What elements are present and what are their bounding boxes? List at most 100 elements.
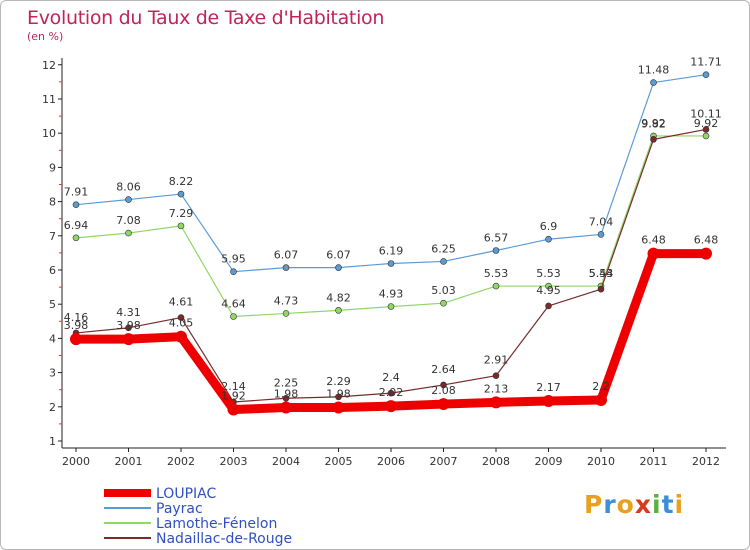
y-tick-label: 2 bbox=[49, 401, 56, 414]
y-tick-label: 8 bbox=[49, 196, 56, 209]
data-label-lamothe-fenelon: 5.53 bbox=[484, 267, 509, 280]
data-label-loupiac: 1.98 bbox=[326, 387, 351, 400]
series-line-payrac bbox=[75, 74, 707, 273]
data-point-lamothe-fenelon bbox=[282, 310, 290, 317]
data-label-payrac: 6.57 bbox=[484, 232, 509, 245]
x-tick-label: 2000 bbox=[62, 455, 90, 468]
data-point-payrac bbox=[597, 231, 605, 238]
data-point-lamothe-fenelon bbox=[702, 132, 710, 140]
data-point-nadaillac-de-rouge bbox=[387, 389, 395, 397]
data-point-payrac bbox=[492, 247, 500, 254]
data-label-lamothe-fenelon: 9.92 bbox=[641, 117, 666, 130]
data-label-loupiac: 3.98 bbox=[116, 319, 141, 332]
data-point-nadaillac-de-rouge bbox=[335, 393, 342, 401]
data-label-lamothe-fenelon: 4.64 bbox=[221, 298, 246, 311]
data-label-loupiac: 6.48 bbox=[694, 234, 719, 247]
data-label-nadaillac-de-rouge: 2.4 bbox=[382, 371, 400, 384]
brand-letter: o bbox=[616, 490, 635, 519]
data-point-nadaillac-de-rouge bbox=[702, 126, 710, 133]
data-point-payrac bbox=[177, 190, 185, 198]
data-label-lamothe-fenelon: 7.08 bbox=[116, 214, 141, 227]
x-tick-label: 2006 bbox=[377, 455, 405, 468]
data-label-loupiac: 4.05 bbox=[169, 317, 194, 330]
data-point-lamothe-fenelon bbox=[440, 299, 447, 307]
data-label-payrac: 6.25 bbox=[431, 242, 456, 255]
data-point-loupiac bbox=[700, 247, 712, 260]
data-point-lamothe-fenelon bbox=[125, 229, 132, 237]
brand-letter: i bbox=[674, 490, 685, 519]
data-label-payrac: 6.9 bbox=[540, 220, 558, 233]
data-label-payrac: 6.07 bbox=[326, 249, 351, 262]
data-label-loupiac: 3.98 bbox=[64, 319, 89, 332]
data-label-lamothe-fenelon: 4.73 bbox=[274, 294, 299, 307]
data-point-nadaillac-de-rouge bbox=[492, 372, 500, 379]
data-point-payrac bbox=[387, 260, 395, 267]
data-label-nadaillac-de-rouge: 4.61 bbox=[169, 296, 194, 309]
y-tick-label: 1 bbox=[49, 435, 56, 448]
brand-letter: i bbox=[652, 490, 662, 519]
y-tick-label: 11 bbox=[42, 93, 56, 106]
x-tick-label: 2003 bbox=[220, 455, 248, 468]
x-tick-label: 2004 bbox=[272, 455, 300, 468]
brand-logo: Proxiti bbox=[584, 490, 684, 519]
y-tick-label: 6 bbox=[49, 264, 56, 277]
x-tick-label: 2008 bbox=[482, 455, 510, 468]
data-label-loupiac: 2.17 bbox=[536, 381, 561, 394]
x-tick-label: 2007 bbox=[430, 455, 458, 468]
y-tick-label: 10 bbox=[42, 127, 56, 140]
data-label-payrac: 8.06 bbox=[116, 181, 141, 194]
data-point-loupiac bbox=[490, 396, 502, 409]
data-label-nadaillac-de-rouge: 2.91 bbox=[484, 354, 509, 367]
data-label-payrac: 11.48 bbox=[638, 64, 670, 77]
y-tick-label: 9 bbox=[49, 161, 56, 174]
data-point-payrac bbox=[440, 258, 447, 265]
data-point-lamothe-fenelon bbox=[492, 282, 500, 290]
data-point-nadaillac-de-rouge bbox=[282, 394, 290, 402]
brand-letter: r bbox=[603, 490, 617, 519]
data-label-lamothe-fenelon: 5.53 bbox=[536, 267, 561, 280]
data-point-lamothe-fenelon bbox=[335, 307, 342, 314]
brand-letter: x bbox=[634, 490, 652, 519]
data-point-payrac bbox=[72, 201, 80, 208]
x-tick-label: 2011 bbox=[640, 455, 668, 468]
chart-subtitle: (en %) bbox=[27, 30, 64, 43]
data-label-lamothe-fenelon: 4.82 bbox=[326, 291, 351, 304]
data-label-payrac: 7.91 bbox=[64, 186, 89, 199]
data-point-payrac bbox=[125, 196, 132, 203]
data-point-loupiac bbox=[385, 400, 397, 413]
data-label-lamothe-fenelon: 5.03 bbox=[431, 284, 456, 297]
data-point-loupiac bbox=[542, 394, 555, 407]
data-point-loupiac bbox=[647, 247, 660, 260]
data-label-nadaillac-de-rouge: 2.14 bbox=[221, 380, 246, 393]
data-label-payrac: 6.19 bbox=[379, 245, 404, 258]
data-point-nadaillac-de-rouge bbox=[545, 302, 552, 310]
data-label-lamothe-fenelon: 4.93 bbox=[379, 288, 404, 301]
data-point-loupiac bbox=[227, 403, 240, 416]
x-tick-label: 2001 bbox=[115, 455, 143, 468]
x-tick-label: 2005 bbox=[325, 455, 353, 468]
data-label-loupiac: 2.08 bbox=[431, 384, 456, 397]
data-point-lamothe-fenelon bbox=[387, 303, 395, 310]
brand-letter: t bbox=[661, 490, 675, 519]
data-label-nadaillac-de-rouge: 4.95 bbox=[536, 284, 561, 297]
data-point-loupiac bbox=[595, 393, 607, 406]
x-tick-label: 2002 bbox=[167, 455, 195, 468]
data-label-lamothe-fenelon: 7.29 bbox=[169, 207, 194, 220]
legend-label: Lamothe-Fénelon bbox=[156, 516, 277, 532]
data-label-payrac: 8.22 bbox=[169, 175, 194, 188]
y-tick-label: 12 bbox=[42, 59, 56, 72]
data-label-lamothe-fenelon: 9.92 bbox=[694, 117, 719, 130]
data-point-payrac bbox=[230, 268, 237, 276]
y-tick-label: 4 bbox=[49, 332, 56, 345]
data-point-lamothe-fenelon bbox=[545, 282, 552, 290]
data-label-nadaillac-de-rouge: 4.31 bbox=[116, 306, 141, 319]
legend-label: Nadaillac-de-Rouge bbox=[156, 531, 292, 547]
data-label-nadaillac-de-rouge: 10.11 bbox=[690, 107, 722, 120]
legend-label: LOUPIAC bbox=[156, 486, 216, 502]
data-label-loupiac: 2.02 bbox=[379, 386, 404, 399]
data-label-payrac: 5.95 bbox=[221, 253, 246, 266]
data-label-nadaillac-de-rouge: 2.25 bbox=[274, 376, 299, 389]
data-point-payrac bbox=[335, 264, 342, 271]
